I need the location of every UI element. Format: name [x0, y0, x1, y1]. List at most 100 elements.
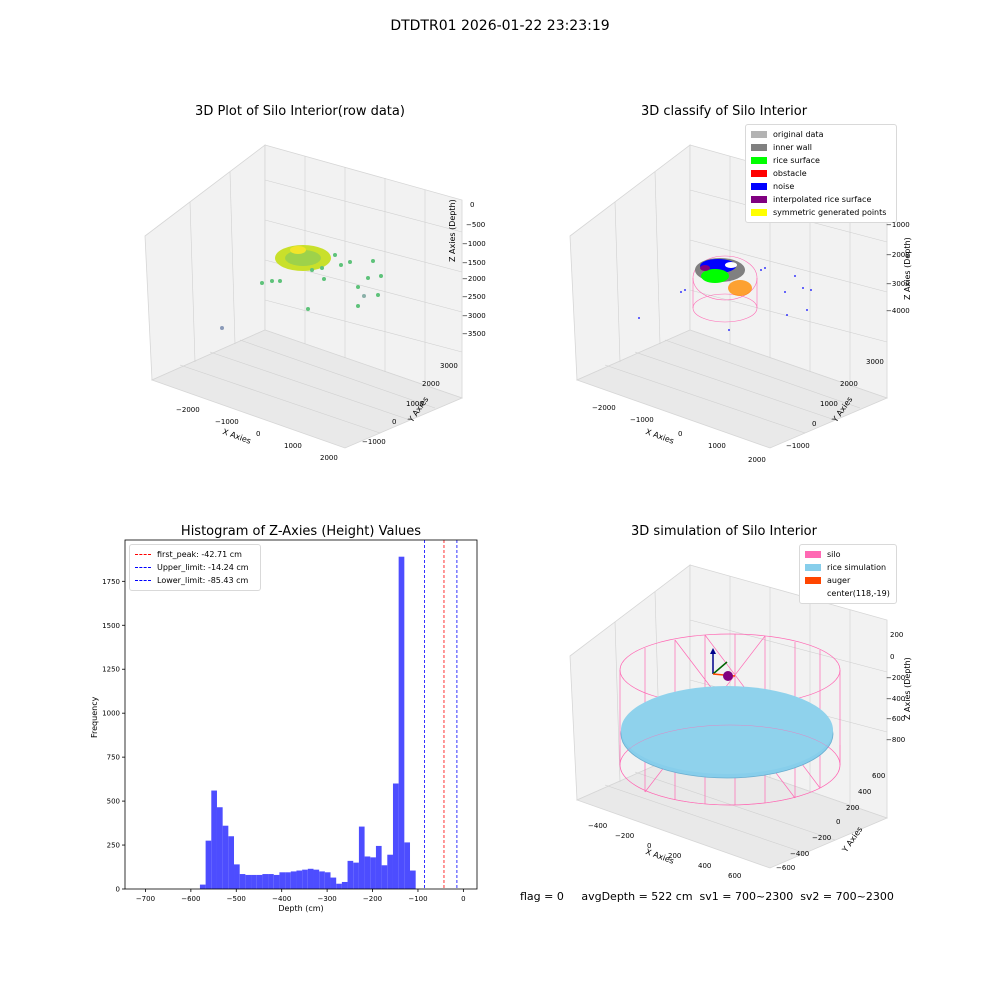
- legend-item: auger: [805, 574, 891, 587]
- panel2-grid: [604, 156, 888, 434]
- legend-swatch: [751, 170, 767, 177]
- legend-swatch: [805, 577, 821, 584]
- p1-xtick: 2000: [320, 454, 338, 462]
- legend-item: first_peak: -42.71 cm: [135, 548, 255, 561]
- p1-ztick: −2000: [462, 275, 486, 283]
- p4-ytick: −600: [776, 864, 796, 872]
- histogram-bar: [273, 874, 280, 889]
- histogram-bar: [239, 874, 246, 889]
- legend-item: center(118,-19): [805, 587, 891, 600]
- legend-swatch: [751, 131, 767, 138]
- p4-ytick: 0: [836, 818, 841, 826]
- p2-ytick: 3000: [866, 358, 884, 366]
- p4-xtick: −400: [588, 822, 608, 830]
- legend-item: original data: [751, 128, 891, 141]
- legend-swatch: [805, 551, 821, 558]
- p1-xtick: −2000: [176, 406, 200, 414]
- p1-ytick: 0: [392, 418, 397, 426]
- legend-swatch: [805, 564, 821, 571]
- histogram-x-tick-label: −700: [136, 895, 155, 903]
- p2-ytick: 2000: [840, 380, 858, 388]
- p1-xtick: 1000: [284, 442, 302, 450]
- panel1-ring-top: [290, 246, 306, 254]
- histogram-bar: [279, 872, 286, 889]
- p4-ztick: 200: [890, 631, 904, 639]
- p2-ztick: −4000: [886, 307, 910, 315]
- histogram-bar: [211, 790, 217, 889]
- p2-ztick: −2000: [886, 251, 910, 259]
- histogram-xlabel: Depth (cm): [278, 904, 324, 913]
- histogram-bar: [290, 871, 297, 889]
- p4-ztick: −600: [886, 715, 906, 723]
- p2-ztick: −1000: [886, 221, 910, 229]
- legend-item: rice surface: [751, 154, 891, 167]
- p4-xtick: −200: [615, 832, 635, 840]
- histogram-bars: [199, 556, 416, 889]
- histogram-bar: [216, 807, 223, 889]
- legend-swatch: [751, 144, 767, 151]
- p2-ytick: 0: [812, 420, 817, 428]
- p1-ytick: 3000: [440, 362, 458, 370]
- p4-ytick: 400: [858, 788, 872, 796]
- p2-ytick: −1000: [786, 442, 810, 450]
- histogram-bar: [404, 842, 411, 889]
- histogram-x-tick-label: −500: [227, 895, 246, 903]
- histogram-bar: [358, 826, 365, 889]
- histogram-bar: [353, 862, 359, 889]
- panel1-points: [220, 245, 383, 330]
- panel2-floor-pane: [575, 329, 889, 449]
- histogram-y-tick-label: 500: [107, 798, 120, 806]
- histogram-x-tick-label: −100: [408, 895, 427, 903]
- histogram-bar: [307, 868, 314, 889]
- p4-ztick: 0: [890, 653, 895, 661]
- histogram-bar: [245, 874, 252, 889]
- histogram-bar: [262, 874, 269, 889]
- panel3-title: Histogram of Z-Axies (Height) Values: [180, 524, 422, 539]
- legend-item: inner wall: [751, 141, 891, 154]
- p1-xtick: −1000: [215, 418, 239, 426]
- histogram-bar: [222, 825, 229, 889]
- histogram-bar: [268, 874, 274, 889]
- histogram-y-tick-label: 1750: [102, 578, 120, 586]
- panel2-rice-surface: [701, 269, 729, 283]
- panel4-3d-plot: [569, 564, 889, 869]
- legend-item: Upper_limit: -14.24 cm: [135, 561, 255, 574]
- p1-ztick: −1000: [462, 240, 486, 248]
- panel4-title: 3D simulation of Silo Interior: [631, 524, 817, 539]
- histogram-bar: [302, 869, 308, 889]
- panel2-points: [638, 255, 812, 331]
- p4-ztick: −200: [886, 674, 906, 682]
- legend-swatch: [751, 196, 767, 203]
- legend-item: rice simulation: [805, 561, 891, 574]
- histogram-legend: first_peak: -42.71 cm Upper_limit: -14.2…: [129, 544, 261, 591]
- p2-xtick: −1000: [630, 416, 654, 424]
- histogram-bar: [341, 881, 348, 889]
- p2-xtick: 2000: [748, 456, 766, 464]
- histogram-bar: [347, 860, 354, 889]
- p4-xtick: 400: [698, 862, 712, 870]
- histogram-bar: [336, 883, 342, 889]
- legend-item: noise: [751, 180, 891, 193]
- p1-ztick: −2500: [462, 293, 486, 301]
- panel4-rice-surface-top: [621, 686, 833, 774]
- histogram-ylabel: Frequency: [90, 696, 99, 738]
- histogram-y-tick-label: 1250: [102, 666, 120, 674]
- histogram-x-ticks: −700 −600 −500 −400 −300 −200 −100 0: [136, 889, 466, 903]
- p4-ytick: 600: [872, 772, 886, 780]
- histogram-x-tick-label: −400: [272, 895, 291, 903]
- histogram-bar: [296, 870, 303, 889]
- histogram-y-tick-label: 250: [107, 842, 120, 850]
- figure-title: DTDTR01 2026-01-22 23:23:19: [390, 18, 610, 34]
- histogram-y-tick-label: 750: [107, 754, 120, 762]
- histogram-bar: [392, 783, 399, 889]
- p1-ytick: −1000: [362, 438, 386, 446]
- histogram-bar: [228, 836, 235, 889]
- histogram-bar: [370, 857, 376, 889]
- panel2-title: 3D classify of Silo Interior: [640, 104, 808, 119]
- histogram-y-tick-label: 1000: [102, 710, 120, 718]
- p1-ztick: −3500: [462, 330, 486, 338]
- p1-ztick: −500: [466, 221, 486, 229]
- histogram-y-tick-label: 1500: [102, 622, 120, 630]
- legend-item: Lower_limit: -85.43 cm: [135, 574, 255, 587]
